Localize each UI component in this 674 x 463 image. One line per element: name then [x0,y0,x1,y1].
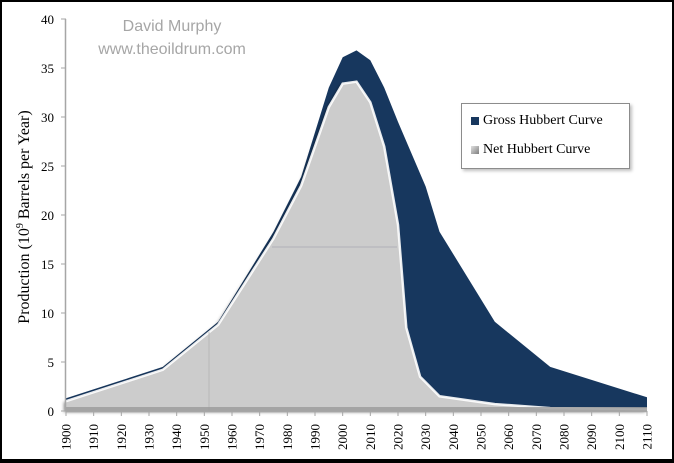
y-tick-label: 0 [48,404,55,419]
y-axis-label-post: Barrels per Year) [16,110,33,223]
y-tick-label: 5 [48,355,55,370]
legend: Gross Hubbert Curve Net Hubbert Curve [461,103,630,169]
x-tick-label: 1960 [225,424,240,450]
x-tick-label: 2110 [640,424,655,450]
y-axis-label-sup: 9 [15,223,26,228]
base-band [66,407,647,411]
net-hubbert-area [66,81,647,411]
x-tick-label: 2100 [612,424,627,450]
x-tick-label: 1920 [114,424,129,450]
net-hubbert-highlight [65,80,648,411]
y-tick-label: 10 [41,306,54,321]
x-tick-label: 2000 [335,424,350,450]
plot-areas [65,50,648,412]
y-axis-label: Production (109 Barrels per Year) [15,110,33,323]
legend-label-net: Net Hubbert Curve [483,142,591,157]
y-tick-label: 40 [41,12,54,27]
watermark: David Murphy www.theoildrum.com [97,18,246,58]
x-tick-label: 2080 [557,424,572,450]
legend-item-net: Net Hubbert Curve [471,142,590,158]
x-tick-label: 1930 [142,424,157,450]
x-tick-label: 2030 [418,424,433,450]
x-tick-label: 1980 [280,424,295,450]
x-tick-label: 2050 [474,424,489,450]
x-tick-label: 2070 [529,424,544,450]
x-tick-label: 2090 [584,424,599,450]
watermark-url: www.theoildrum.com [97,41,246,58]
x-tick-label: 1900 [59,424,74,450]
net-swatch-icon [471,146,479,154]
legend-label-gross: Gross Hubbert Curve [483,113,603,128]
x-tick-label: 1940 [169,424,184,450]
y-tick-label: 15 [41,257,54,272]
gross-swatch-icon [471,117,479,125]
y-axis-label-pre: Production (10 [16,228,33,324]
legend-item-gross: Gross Hubbert Curve [471,113,603,129]
y-tick-label: 30 [41,110,54,125]
x-tick-label: 1910 [86,424,101,450]
svg-text:Production (109 Barrels per Ye: Production (109 Barrels per Year) [15,110,33,323]
y-tick-label: 20 [41,208,54,223]
x-tick-label: 2060 [501,424,516,450]
x-tick-label: 2040 [446,424,461,450]
x-tick-label: 2010 [363,424,378,450]
watermark-author: David Murphy [123,18,222,35]
x-tick-label: 1950 [197,424,212,450]
x-tick-label: 1990 [308,424,323,450]
y-tick-label: 35 [41,61,54,76]
x-tick-label: 1970 [252,424,267,450]
axes: 0 5 10 15 20 25 30 35 40 1900 1910 1920 1930 1940 1950… [41,12,655,450]
x-tick-label: 2020 [391,424,406,450]
y-tick-label: 25 [41,159,54,174]
